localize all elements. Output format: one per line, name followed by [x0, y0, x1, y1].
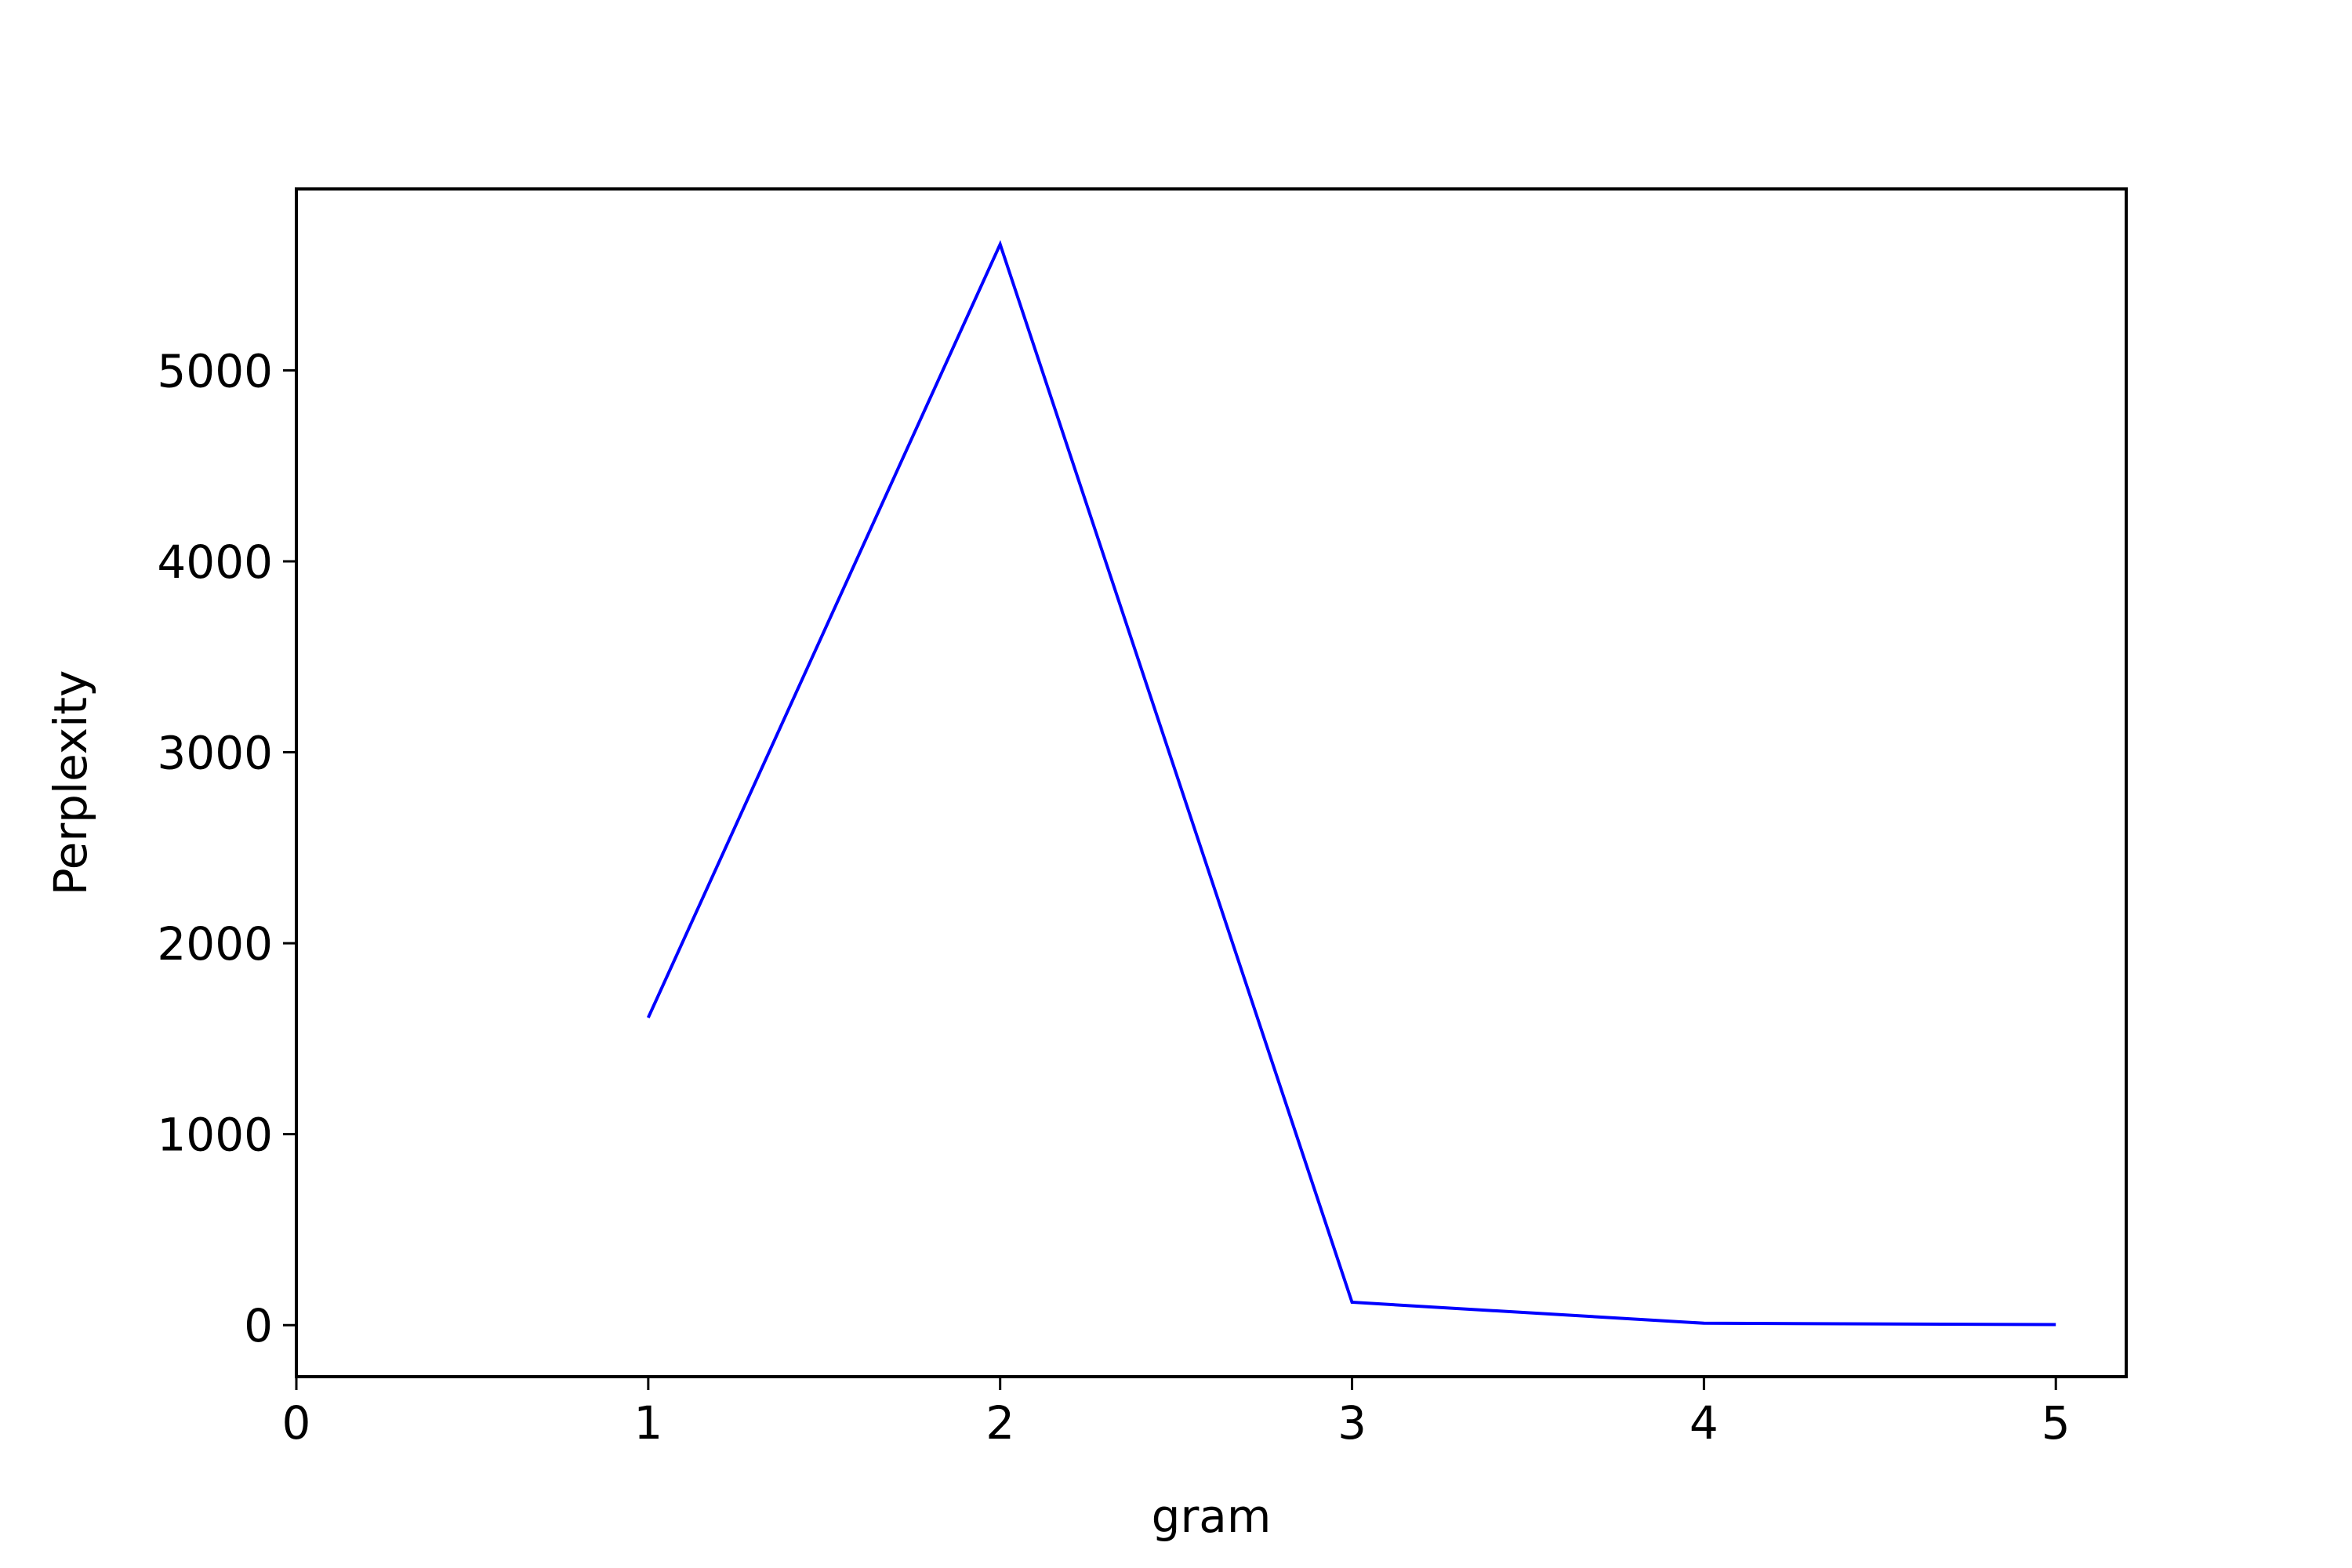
x-tick-label: 5	[2042, 1396, 2071, 1450]
x-axis-title: gram	[1152, 1490, 1272, 1543]
x-axis: 0 1 2 3 4 5	[282, 1375, 2126, 1450]
x-tick-label: 0	[282, 1396, 311, 1450]
y-tick-label: 3000	[157, 727, 273, 780]
y-tick-label: 2000	[157, 917, 273, 971]
y-tick-label: 5000	[157, 344, 273, 397]
plot-area	[295, 187, 2128, 1378]
y-axis: 0 1000 2000 3000 4000 5000	[157, 189, 298, 1377]
y-tick-label: 4000	[157, 535, 273, 589]
x-tick-label: 1	[633, 1396, 662, 1450]
series-line-0	[646, 240, 2056, 1327]
plot-frame	[295, 187, 2128, 1378]
x-tick-label: 2	[985, 1396, 1014, 1450]
series-layer	[646, 240, 2056, 1327]
y-tick-label: 1000	[157, 1109, 273, 1162]
x-tick-label: 4	[1690, 1396, 1719, 1450]
y-tick-label: 0	[244, 1299, 273, 1352]
y-axis-title: Perplexity	[44, 670, 97, 896]
x-tick-label: 3	[1338, 1396, 1367, 1450]
